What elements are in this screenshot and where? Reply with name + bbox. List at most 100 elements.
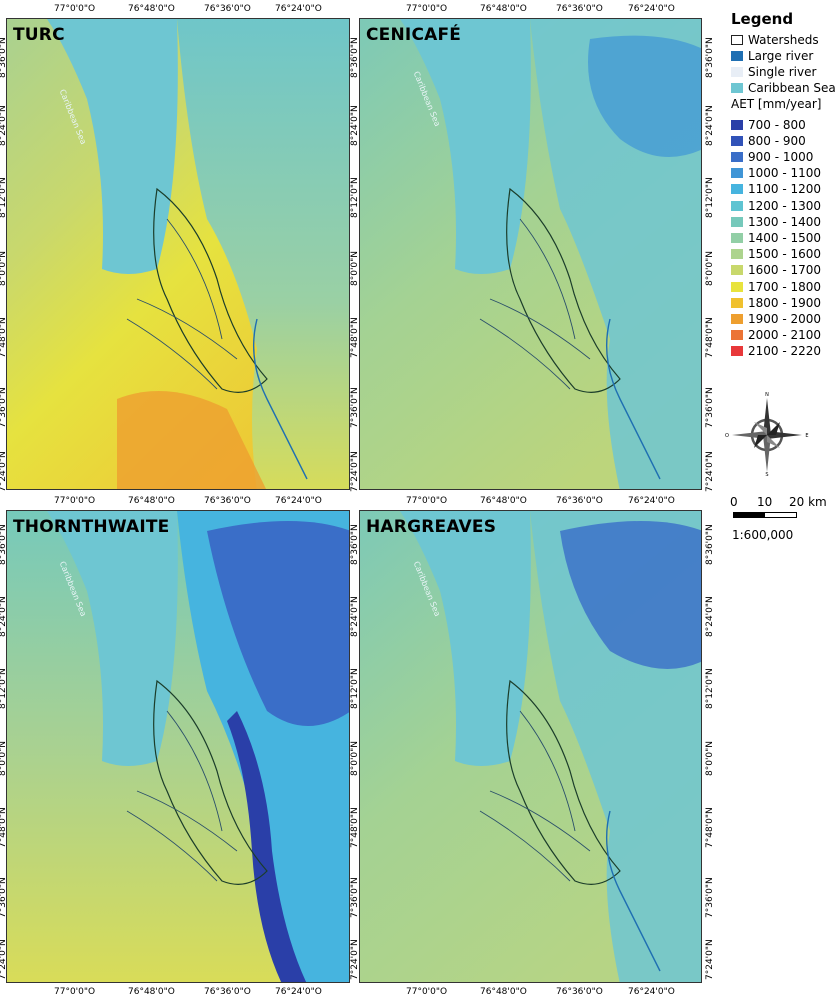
lat-tick: 7°36'0"N xyxy=(350,387,360,428)
lon-tick: 76°48'0"O xyxy=(480,987,527,997)
lat-tick: 8°24'0"N xyxy=(705,596,715,637)
lat-tick: 7°48'0"N xyxy=(350,317,360,358)
lat-tick: 7°48'0"N xyxy=(705,807,715,848)
lat-tick: 8°0'0"N xyxy=(350,740,360,776)
legend-swatch xyxy=(731,265,743,276)
legend-class-item: 1200 - 1300 xyxy=(731,198,821,213)
panel-title-thornthwaite: THORNTHWAITE xyxy=(13,517,170,537)
legend-class-item: 800 - 900 xyxy=(731,133,806,148)
lon-tick: 76°24'0"O xyxy=(628,4,675,14)
lat-tick: 7°36'0"N xyxy=(705,387,715,428)
lon-tick: 76°36'0"O xyxy=(556,4,603,14)
lat-tick: 8°24'0"N xyxy=(705,105,715,146)
lat-tick: 8°36'0"N xyxy=(705,524,715,565)
lat-tick: 8°12'0"N xyxy=(0,177,8,218)
lon-tick: 77°0'0"O xyxy=(54,496,96,506)
lon-tick: 76°24'0"O xyxy=(275,987,322,997)
cenicafe-map-raster xyxy=(360,19,701,489)
legend-label: 1700 - 1800 xyxy=(748,279,822,294)
lat-tick: 8°0'0"N xyxy=(0,740,8,776)
legend-class-item: 1600 - 1700 xyxy=(731,263,821,278)
map-panel-turc: TURC xyxy=(6,18,350,490)
legend-swatch xyxy=(731,135,743,146)
legend-class-item: 2100 - 2220 xyxy=(731,344,821,359)
legend-swatch xyxy=(731,313,743,324)
lat-tick: 7°48'0"N xyxy=(0,317,8,358)
legend-swatch xyxy=(731,232,743,243)
lat-tick: 8°0'0"N xyxy=(705,250,715,286)
legend-swatch xyxy=(731,66,743,77)
lat-tick: 7°24'0"N xyxy=(705,939,715,980)
legend-class-item: 1100 - 1200 xyxy=(731,182,821,197)
lon-tick: 77°0'0"O xyxy=(54,4,96,14)
panel-title-hargreaves: HARGREAVES xyxy=(366,517,497,537)
legend-swatch xyxy=(731,151,743,162)
lat-tick: 8°12'0"N xyxy=(350,668,360,709)
legend-swatch xyxy=(731,346,743,357)
legend-swatch xyxy=(731,216,743,227)
lat-tick: 8°24'0"N xyxy=(0,105,8,146)
legend-label: Large river xyxy=(748,48,814,63)
map-panel-hargreaves: HARGREAVES xyxy=(359,510,702,983)
legend-label: 2000 - 2100 xyxy=(748,328,822,343)
lon-tick: 76°48'0"O xyxy=(128,496,175,506)
legend-class-item: 1700 - 1800 xyxy=(731,279,821,294)
legend-swatch xyxy=(731,168,743,179)
legend-label: 1600 - 1700 xyxy=(748,263,822,278)
lon-tick: 76°36'0"O xyxy=(204,496,251,506)
legend-label: 2100 - 2220 xyxy=(748,344,822,359)
legend-class-item: 700 - 800 xyxy=(731,117,806,132)
lon-tick: 77°0'0"O xyxy=(406,496,448,506)
legend-label: Caribbean Sea xyxy=(748,80,835,95)
legend-class-item: 1400 - 1500 xyxy=(731,230,821,245)
legend-class-item: 900 - 1000 xyxy=(731,149,813,164)
lon-tick: 76°24'0"O xyxy=(628,496,675,506)
legend-feature-item: Watersheds xyxy=(731,32,819,47)
legend-feature-item: Single river xyxy=(731,64,816,79)
legend-swatch xyxy=(731,119,743,130)
lon-tick: 76°48'0"O xyxy=(480,496,527,506)
lat-tick: 7°48'0"N xyxy=(0,807,8,848)
lon-tick: 76°24'0"O xyxy=(275,496,322,506)
lat-tick: 7°36'0"N xyxy=(0,387,8,428)
lon-tick: 77°0'0"O xyxy=(54,987,96,997)
lat-tick: 8°0'0"N xyxy=(0,250,8,286)
lat-tick: 8°0'0"N xyxy=(350,250,360,286)
lon-tick: 77°0'0"O xyxy=(406,987,448,997)
lat-tick: 7°24'0"N xyxy=(0,939,8,980)
legend-swatch xyxy=(731,330,743,341)
lat-tick: 8°24'0"N xyxy=(0,596,8,637)
lat-tick: 8°0'0"N xyxy=(705,740,715,776)
lon-tick: 77°0'0"O xyxy=(406,4,448,14)
legend-swatch xyxy=(731,82,743,93)
legend-label: 800 - 900 xyxy=(748,133,806,148)
lat-tick: 7°48'0"N xyxy=(350,807,360,848)
legend-label: 900 - 1000 xyxy=(748,149,814,164)
lat-tick: 7°36'0"N xyxy=(705,877,715,918)
lat-tick: 8°24'0"N xyxy=(350,105,360,146)
lat-tick: 7°36'0"N xyxy=(0,877,8,918)
south-letter: S xyxy=(765,472,768,476)
legend-label: 1300 - 1400 xyxy=(748,214,822,229)
legend-swatch xyxy=(731,200,743,211)
scale-bar xyxy=(733,512,797,518)
scale-zero: 0 xyxy=(730,495,738,509)
panel-title-cenicafe: CENICAFÉ xyxy=(366,25,462,45)
lat-tick: 8°36'0"N xyxy=(350,37,360,78)
legend-class-item: 1300 - 1400 xyxy=(731,214,821,229)
map-panel-cenicafe: CENICAFÉ xyxy=(359,18,702,490)
lat-tick: 8°24'0"N xyxy=(350,596,360,637)
north-arrow-icon: N S E O xyxy=(725,392,809,476)
legend-label: 1200 - 1300 xyxy=(748,198,822,213)
scale-bar-black-segment xyxy=(734,513,765,517)
lat-tick: 8°12'0"N xyxy=(705,668,715,709)
lon-tick: 76°24'0"O xyxy=(275,4,322,14)
turc-map-raster xyxy=(7,19,349,489)
lat-tick: 7°36'0"N xyxy=(350,877,360,918)
north-letter: N xyxy=(765,392,769,398)
lat-tick: 8°12'0"N xyxy=(350,177,360,218)
lat-tick: 7°24'0"N xyxy=(350,939,360,980)
thornthwaite-map-raster xyxy=(7,511,349,982)
legend-label: 1100 - 1200 xyxy=(748,182,822,197)
legend-label: 1900 - 2000 xyxy=(748,311,822,326)
